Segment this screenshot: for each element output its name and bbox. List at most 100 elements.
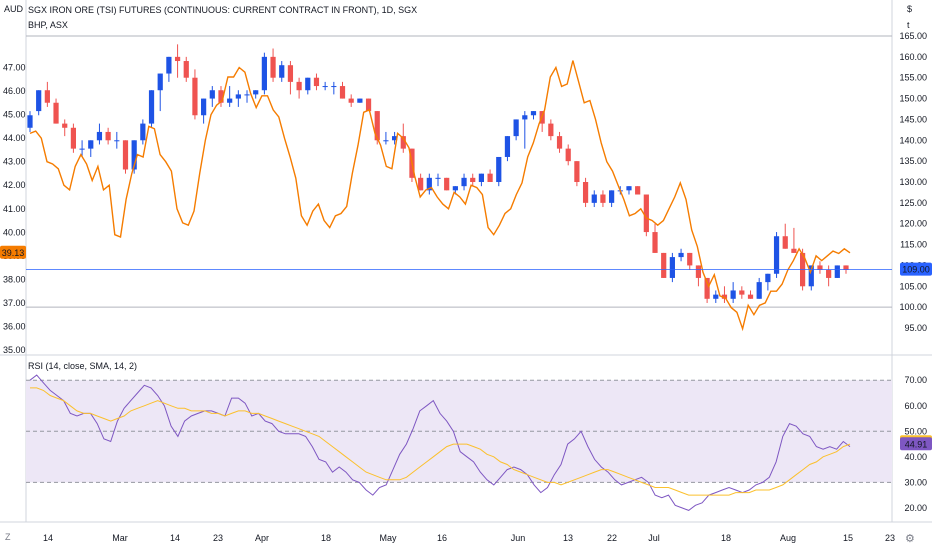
candle-body [626,186,632,191]
candle-body [522,115,528,120]
time-axis-tick: Mar [112,533,128,543]
candle-body [305,77,311,91]
candle-body [687,252,693,266]
right-axis-tick: 160.00 [899,52,927,62]
candle-body [391,136,398,141]
candle-body [548,123,554,137]
candle-body [843,265,849,270]
right-axis-tick: 120.00 [899,219,927,229]
time-axis-tick: 15 [843,533,853,543]
candle-body [678,252,684,258]
candle-body [322,86,328,88]
symbol-title[interactable]: SGX IRON ORE (TSI) FUTURES (CONTINUOUS: … [28,5,418,15]
candle-body [374,111,380,141]
zoom-reset-button[interactable]: Z [5,532,11,542]
time-axis-tick: Jun [511,533,526,543]
right-axis-tick: 115.00 [900,240,927,250]
candle-body [357,98,363,103]
time-axis-tick: 18 [721,533,731,543]
candle-body [27,115,33,128]
candle-body [834,265,840,278]
candle-body [426,177,432,191]
candle-body [739,290,745,295]
time-axis-tick: 18 [321,533,331,543]
candle-body [600,194,606,203]
candle-body [261,56,267,91]
candle-body [201,98,207,116]
bhp-last-badge-bg [0,245,26,259]
candle-body [669,257,675,278]
left-axis-tick: 43.00 [3,157,26,167]
left-axis-tick: 40.00 [3,227,26,237]
candle-body [782,236,788,249]
time-axis-tick: 13 [563,533,573,543]
bhp-last-badge: 39.13 [2,248,25,258]
candle-body [773,236,780,274]
candle-body [348,98,354,103]
iron-last-badge-bg [900,262,932,276]
rsi-line [29,374,851,511]
candle-body [148,90,155,124]
candle-body [574,161,580,182]
candle-body [105,131,111,141]
rsi-indicator-label[interactable]: RSI (14, close, SMA, 14, 2) [28,361,138,371]
candle-body [695,265,702,278]
rsi-axis-tick: 20.00 [904,503,927,513]
candle-body [166,56,172,74]
candle-body [365,98,372,112]
candle-body [721,294,728,299]
candle-body [487,173,493,182]
candle-body [192,77,198,116]
candle-body [122,140,129,170]
candle-body [713,294,719,299]
left-axis-tick: 37.00 [3,298,26,308]
candle-body [791,248,797,253]
right-axis-tick: 145.00 [899,114,927,124]
candle-body [218,90,224,103]
compare-symbol-label[interactable]: BHP, ASX [28,20,68,30]
candle-body [730,290,736,299]
candle-body [62,123,68,128]
right-axis-unit: $ [907,4,913,14]
candle-body [704,277,710,299]
bhp-compare-line [29,60,851,332]
candle-body [756,282,762,299]
right-axis-tick: 95.00 [904,323,927,333]
candle-body [131,140,137,170]
candle-body [765,273,771,283]
candle-body [556,136,563,149]
candle-body [817,265,823,270]
right-axis-tick: 165.00 [899,31,927,41]
candle-body [635,186,641,195]
right-axis-tick: 140.00 [899,135,927,145]
rsi-axis-tick: 40.00 [904,452,927,462]
candle-body [565,148,571,162]
candle-body [452,186,458,191]
time-axis-tick: 22 [607,533,617,543]
time-axis-tick: May [379,533,397,543]
candle-body [331,86,337,88]
candle-body [88,140,94,149]
settings-icon[interactable]: ⚙ [905,533,915,545]
candle-body [478,173,485,182]
left-axis-tick: 46.00 [3,86,26,96]
rsi-sma-line [30,387,851,496]
candle-body [79,148,85,150]
candle-body [652,232,658,253]
candle-body [114,140,120,142]
right-axis-tick: 100.00 [899,302,927,312]
candle-body [53,102,59,124]
candle-body [513,119,519,137]
candle-body [140,123,146,141]
candle-body [36,90,42,112]
rsi-value-badge: 44.91 [905,439,928,449]
time-axis-tick: Jul [648,533,660,543]
left-axis-tick: 45.00 [3,110,26,120]
left-axis-tick: 44.00 [3,133,26,143]
candle-body [747,294,754,299]
candle-body [235,94,241,99]
candle-body [418,177,424,191]
candle-body [530,111,537,116]
iron-last-badge: 109.00 [902,265,930,275]
